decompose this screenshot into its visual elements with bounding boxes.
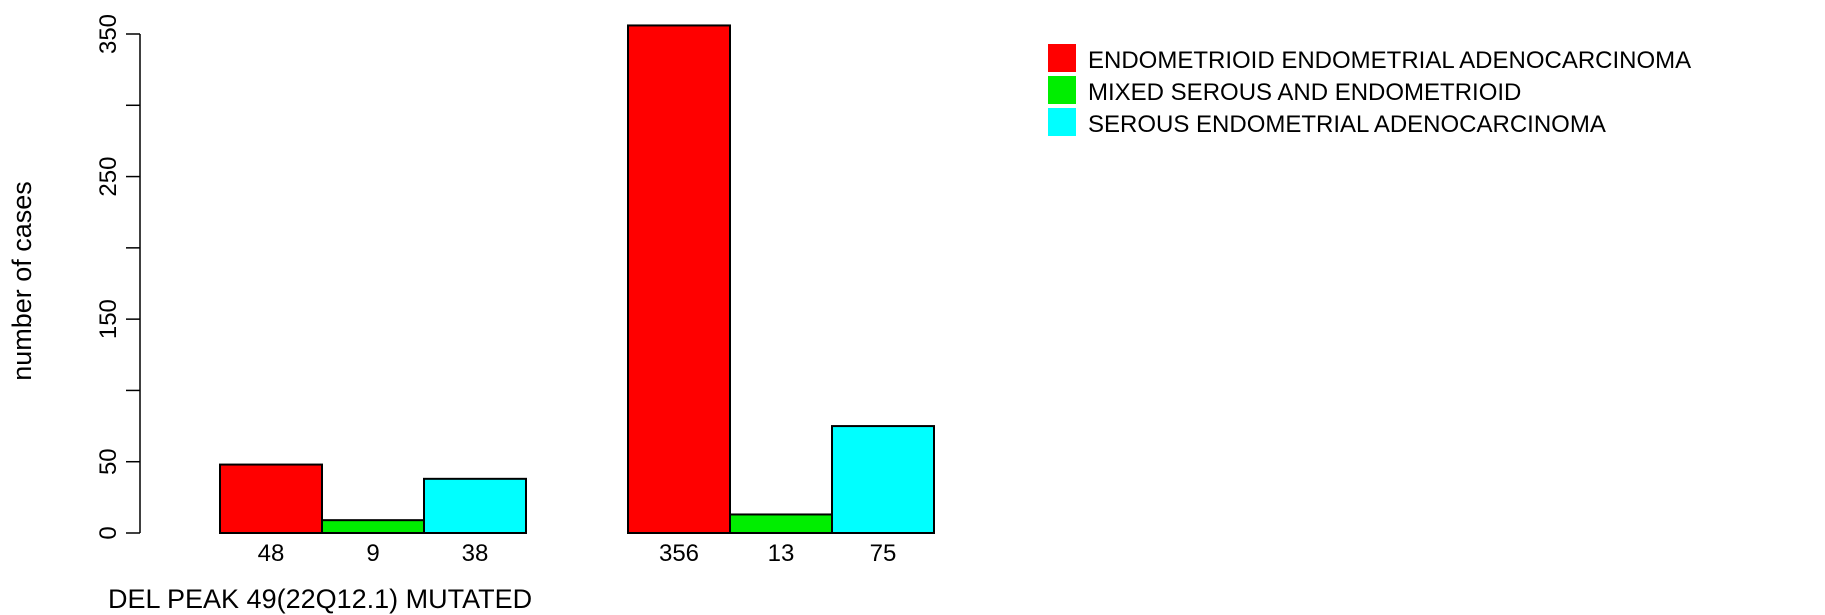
y-axis-label: number of cases — [7, 181, 37, 381]
legend-entry-label: MIXED SEROUS AND ENDOMETRIOID — [1088, 79, 1521, 106]
bar-value-labels: 48 9 38 356 13 75 — [258, 540, 897, 567]
bar — [321, 519, 425, 535]
bar — [831, 425, 935, 535]
bar — [627, 24, 731, 535]
bar-value-label: 38 — [462, 540, 489, 567]
legend-swatch — [1048, 76, 1076, 104]
legend-entry-label: ENDOMETRIOID ENDOMETRIAL ADENOCARCINOMA — [1088, 47, 1691, 74]
y-axis: 0 50 150 250 350 — [95, 14, 141, 540]
legend-entry-label: SEROUS ENDOMETRIAL ADENOCARCINOMA — [1088, 111, 1606, 138]
legend: ENDOMETRIOID ENDOMETRIAL ADENOCARCINOMA M… — [1048, 44, 1691, 138]
bars — [219, 24, 935, 535]
bar-value-label: 356 — [659, 540, 699, 567]
bar-value-label: 75 — [870, 540, 897, 567]
y-tick-label: 350 — [95, 14, 122, 54]
y-tick-label: 250 — [95, 157, 122, 197]
legend-swatch — [1048, 44, 1076, 72]
y-tick-label: 150 — [95, 299, 122, 339]
bar-value-label: 13 — [768, 540, 795, 567]
bar — [729, 513, 833, 534]
y-tick-label: 0 — [95, 526, 122, 539]
y-tick-label: 50 — [95, 448, 122, 475]
bar — [219, 463, 323, 534]
bar — [423, 477, 527, 534]
legend-swatch — [1048, 108, 1076, 136]
bar-value-label: 9 — [366, 540, 379, 567]
x-axis-label: DEL PEAK 49(22Q12.1) MUTATED — [108, 584, 532, 614]
bar-value-label: 48 — [258, 540, 285, 567]
